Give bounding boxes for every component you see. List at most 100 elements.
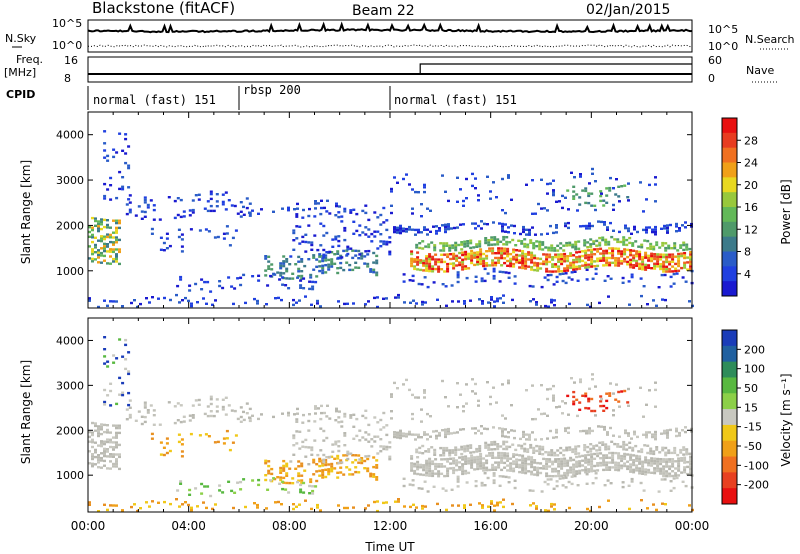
power-data-cell bbox=[584, 264, 588, 267]
velocity-data-cell bbox=[523, 450, 527, 453]
velocity-data-cell bbox=[555, 436, 558, 439]
power-data-cell bbox=[587, 256, 591, 259]
power-data-cell bbox=[650, 267, 654, 270]
velocity-data-cell bbox=[591, 429, 594, 433]
power-data-cell bbox=[530, 256, 534, 259]
power-data-cell bbox=[106, 226, 109, 229]
power-data-cell bbox=[433, 248, 437, 252]
power-data-cell bbox=[115, 229, 118, 232]
velocity-data-cell bbox=[463, 506, 466, 509]
velocity-data-cell bbox=[474, 432, 477, 435]
power-data-cell bbox=[588, 182, 591, 185]
power-data-cell bbox=[512, 262, 516, 266]
power-data-cell bbox=[665, 270, 669, 273]
velocity-data-cell bbox=[654, 433, 657, 436]
power-data-cell bbox=[103, 194, 107, 198]
velocity-data-cell bbox=[666, 434, 669, 437]
power-data-cell bbox=[452, 252, 456, 256]
velocity-data-cell bbox=[553, 451, 557, 455]
power-data-cell bbox=[310, 248, 314, 251]
power-data-cell bbox=[100, 223, 103, 226]
power-data-cell bbox=[503, 257, 507, 260]
velocity-data-cell bbox=[641, 460, 645, 463]
power-data-cell bbox=[490, 296, 493, 299]
power-data-cell bbox=[539, 257, 543, 261]
power-colorbar-swatch bbox=[722, 132, 737, 149]
velocity-data-cell bbox=[388, 441, 392, 444]
power-data-cell bbox=[504, 271, 508, 274]
power-data-cell bbox=[530, 251, 534, 254]
velocity-data-cell bbox=[331, 450, 335, 453]
power-data-cell bbox=[334, 214, 338, 217]
velocity-data-cell bbox=[678, 431, 681, 435]
velocity-data-cell bbox=[565, 449, 569, 452]
velocity-data-cell bbox=[88, 430, 91, 434]
power-data-cell bbox=[337, 256, 341, 260]
power-data-cell bbox=[572, 195, 576, 198]
power-data-cell bbox=[474, 280, 478, 283]
power-data-cell bbox=[482, 262, 486, 265]
power-data-cell bbox=[612, 203, 615, 207]
power-data-cell bbox=[612, 187, 615, 190]
power-data-cell bbox=[635, 264, 639, 267]
velocity-data-cell bbox=[215, 398, 219, 401]
velocity-data-cell bbox=[444, 396, 447, 399]
velocity-data-cell bbox=[602, 454, 606, 457]
velocity-data-cell bbox=[267, 460, 271, 463]
power-x-axis bbox=[87, 112, 693, 308]
power-data-cell bbox=[318, 253, 322, 256]
power-data-cell bbox=[314, 200, 317, 203]
velocity-data-cell bbox=[469, 451, 473, 454]
power-data-cell bbox=[498, 270, 502, 273]
velocity-data-cell bbox=[632, 463, 636, 467]
velocity-data-cell bbox=[118, 453, 121, 456]
power-data-cell bbox=[106, 250, 109, 253]
power-data-cell bbox=[512, 258, 516, 261]
power-data-cell bbox=[525, 233, 528, 236]
power-data-cell bbox=[319, 244, 323, 247]
velocity-data-cell bbox=[180, 443, 184, 446]
velocity-data-cell bbox=[296, 407, 299, 411]
velocity-data-cell bbox=[318, 457, 322, 461]
velocity-data-cell bbox=[307, 446, 311, 449]
power-data-cell bbox=[639, 277, 643, 280]
velocity-data-cell bbox=[501, 432, 504, 435]
velocity-data-cell bbox=[165, 442, 169, 445]
velocity-data-cell bbox=[526, 448, 530, 451]
power-data-cell bbox=[470, 249, 474, 253]
velocity-data-cell bbox=[444, 489, 448, 492]
velocity-data-cell bbox=[100, 432, 103, 436]
velocity-data-cell bbox=[360, 459, 364, 462]
velocity-data-cell bbox=[497, 463, 501, 467]
power-data-cell bbox=[216, 235, 220, 239]
velocity-data-cell bbox=[573, 474, 577, 478]
velocity-data-cell bbox=[540, 412, 543, 416]
power-data-cell bbox=[492, 270, 496, 273]
power-data-cell bbox=[304, 240, 308, 244]
velocity-data-cell bbox=[213, 441, 217, 444]
velocity-data-cell bbox=[375, 464, 379, 467]
power-data-cell bbox=[648, 183, 651, 187]
velocity-colorbar-swatch bbox=[722, 330, 737, 347]
power-data-cell bbox=[554, 265, 558, 268]
power-data-cell bbox=[563, 269, 567, 273]
velocity-data-cell bbox=[685, 453, 689, 456]
velocity-data-cell bbox=[335, 407, 338, 410]
power-data-cell bbox=[396, 226, 399, 229]
velocity-data-cell bbox=[647, 459, 651, 462]
velocity-data-cell bbox=[649, 449, 653, 453]
power-data-cell bbox=[479, 255, 483, 258]
power-data-cell bbox=[91, 260, 94, 263]
power-data-cell bbox=[127, 186, 131, 189]
power-data-cell bbox=[338, 205, 341, 208]
power-data-cell bbox=[103, 156, 107, 159]
power-data-cell bbox=[232, 302, 235, 306]
power-data-cell bbox=[94, 217, 97, 220]
power-data-cell bbox=[460, 248, 464, 251]
power-data-cell bbox=[441, 283, 445, 286]
power-data-cell bbox=[525, 183, 528, 186]
power-data-cell bbox=[487, 301, 490, 304]
velocity-data-cell bbox=[493, 504, 496, 507]
power-data-cell bbox=[416, 251, 420, 254]
velocity-data-cell bbox=[545, 467, 549, 470]
